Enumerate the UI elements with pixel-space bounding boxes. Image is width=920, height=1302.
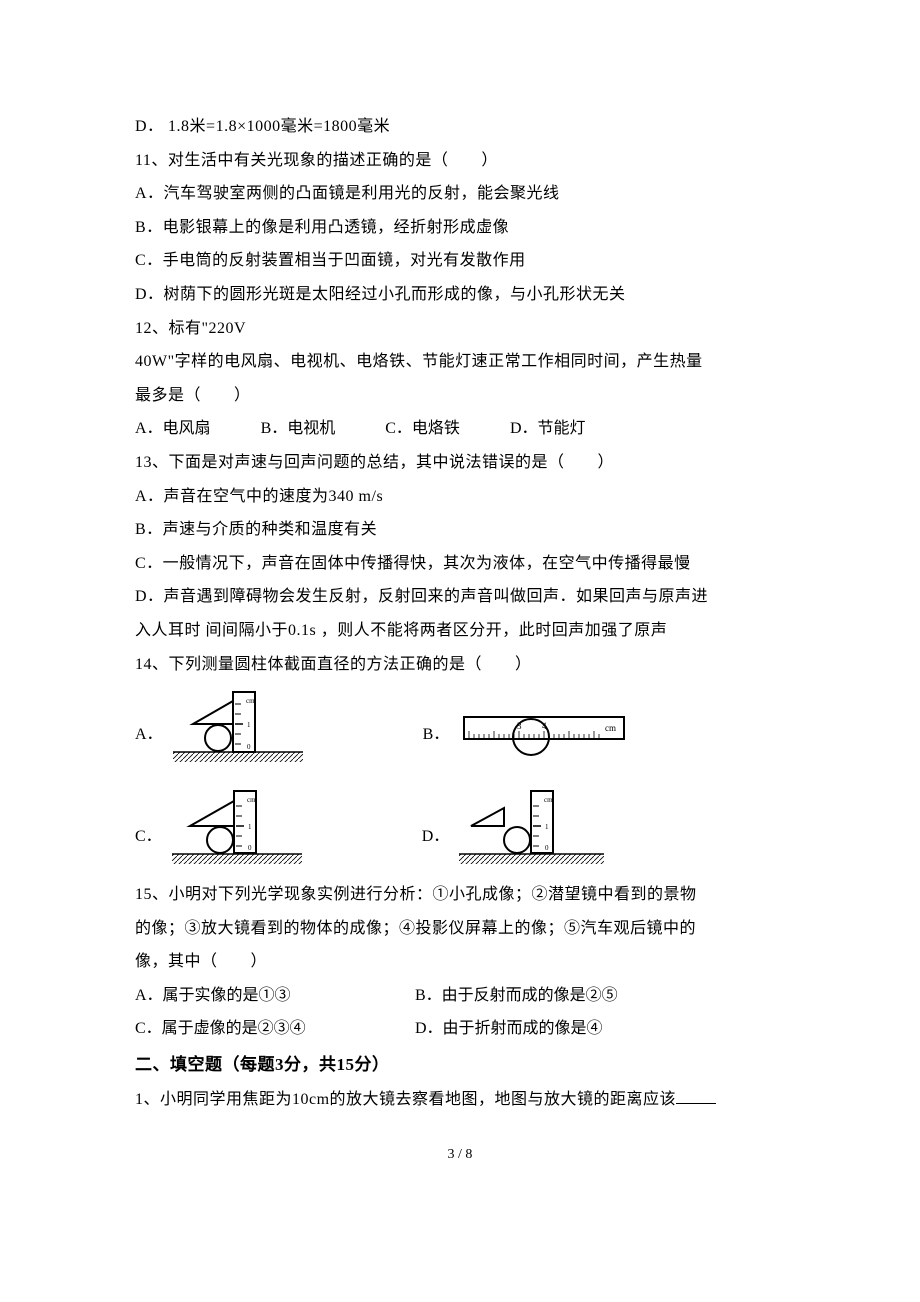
q11-option-d: D．树荫下的圆形光斑是太阳经过小孔而形成的像，与小孔形状无关 [135,278,785,312]
q14-option-d-label: D． [422,829,450,870]
q13-stem: 13、下面是对声速与回声问题的总结，其中说法错误的是（ ） [135,446,785,480]
q14-option-b-label: B． [423,727,450,768]
q14-figure-a: cm 1 0 [173,689,303,768]
q15-stem-line3: 像，其中（ ） [135,945,785,979]
q14-figure-b: 3 4 cm [459,709,629,768]
q15-stem-line1: 15、小明对下列光学现象实例进行分析：①小孔成像；②潜望镜中看到的景物 [135,878,785,912]
svg-text:1: 1 [545,823,549,831]
fill-q1: 1、小明同学用焦距为10cm的放大镜去察看地图，地图与放大镜的距离应该 [135,1083,785,1117]
section-2-title: 二、填空题（每题3分，共15分） [135,1046,785,1083]
q14-option-c-label: C． [135,829,162,870]
q15-option-b: B．由于反射而成的像是②⑤ [415,979,618,1013]
q14-stem: 14、下列测量圆柱体截面直径的方法正确的是（ ） [135,648,785,682]
q13-option-c: C．一般情况下，声音在固体中传播得快，其次为液体，在空气中传播得最慢 [135,547,785,581]
q12-option-a: A．电风扇 [135,412,211,446]
q15-option-a: A．属于实像的是①③ [135,979,415,1013]
svg-text:cm: cm [246,697,255,705]
q12-option-c: C．电烙铁 [385,412,460,446]
fill-q1-blank [676,1088,716,1104]
q14-row-cd: C． cm 1 0 [135,786,785,870]
q13-option-d-line1: D．声音遇到障碍物会发生反射，反射回来的声音叫做回声．如果回声与原声进 [135,580,785,614]
q12-stem-line1: 12、标有"220V [135,312,785,346]
svg-text:cm: cm [605,723,616,733]
q14-option-a-label: A． [135,727,163,768]
q12-option-b: B．电视机 [261,412,336,446]
q11-option-a: A．汽车驾驶室两侧的凸面镜是利用光的反射，能会聚光线 [135,177,785,211]
svg-text:0: 0 [247,743,251,751]
page-content: D． 1.8米=1.8×1000毫米=1800毫米 11、对生活中有关光现象的描… [0,0,920,1203]
page-number: 3 / 8 [135,1147,785,1163]
svg-text:cm: cm [544,796,553,804]
q15-options-row1: A．属于实像的是①③ B．由于反射而成的像是②⑤ [135,979,785,1013]
q13-option-b: B．声速与介质的种类和温度有关 [135,513,785,547]
q12-option-d: D．节能灯 [510,412,586,446]
q14-row-ab: A． cm 1 0 [135,689,785,768]
svg-text:0: 0 [545,844,549,852]
q12-stem-line2: 40W"字样的电风扇、电视机、电烙铁、节能灯速正常工作相同时间，产生热量 [135,345,785,379]
svg-text:cm: cm [247,796,256,804]
fill-q1-text: 1、小明同学用焦距为10cm的放大镜去察看地图，地图与放大镜的距离应该 [135,1091,676,1108]
svg-text:0: 0 [248,844,252,852]
q14-figure-d: cm 1 0 [459,786,604,870]
q14-figure-c: cm 1 0 [172,786,302,870]
q13-option-a: A．声音在空气中的速度为340 m/s [135,480,785,514]
q15-option-c: C．属于虚像的是②③④ [135,1012,415,1046]
q12-stem-line3: 最多是（ ） [135,379,785,413]
svg-text:1: 1 [247,721,251,729]
q11-stem: 11、对生活中有关光现象的描述正确的是（ ） [135,144,785,178]
q15-options-row2: C．属于虚像的是②③④ D．由于折射而成的像是④ [135,1012,785,1046]
q15-option-d: D．由于折射而成的像是④ [415,1012,603,1046]
q11-option-b: B．电影银幕上的像是利用凸透镜，经折射形成虚像 [135,211,785,245]
svg-text:1: 1 [248,823,252,831]
q12-options: A．电风扇 B．电视机 C．电烙铁 D．节能灯 [135,412,785,446]
q10-option-d: D． 1.8米=1.8×1000毫米=1800毫米 [135,110,785,144]
q15-stem-line2: 的像；③放大镜看到的物体的成像；④投影仪屏幕上的像；⑤汽车观后镜中的 [135,912,785,946]
q11-option-c: C．手电筒的反射装置相当于凹面镜，对光有发散作用 [135,244,785,278]
q13-option-d-line2: 入人耳时 间间隔小于0.1s ，则人不能将两者区分开，此时回声加强了原声 [135,614,785,648]
